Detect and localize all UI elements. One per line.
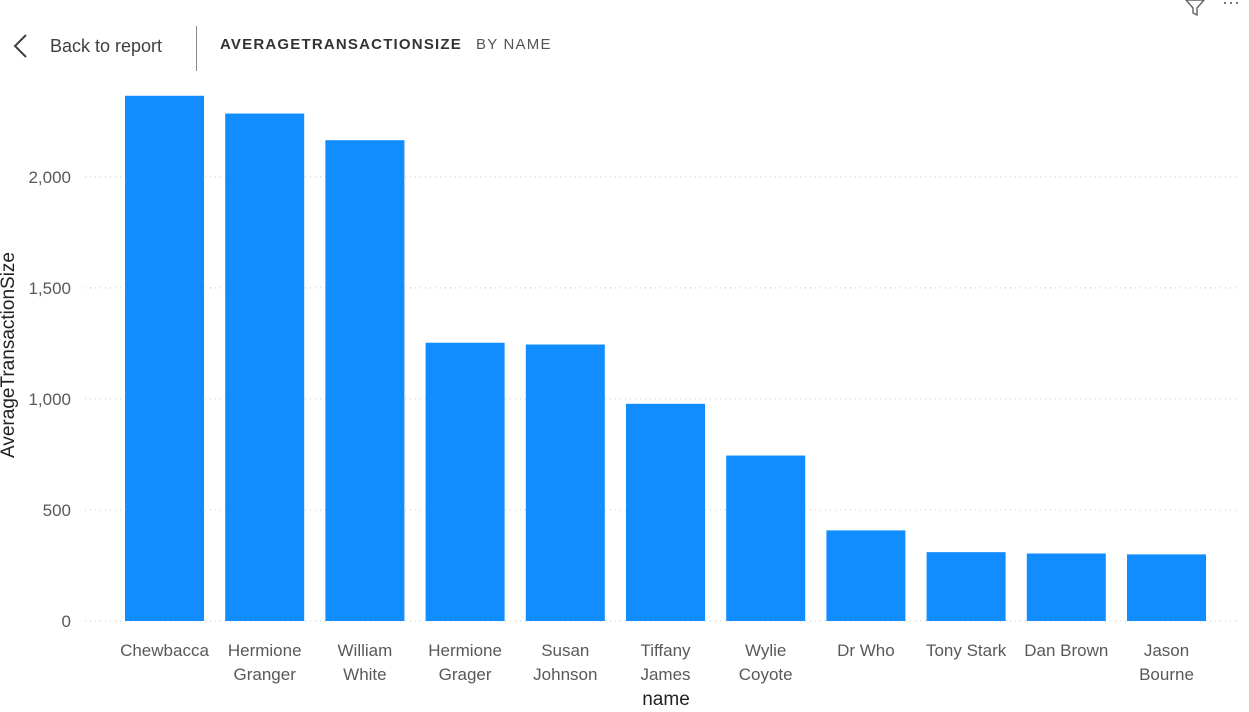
back-to-report-label: Back to report [50,35,163,56]
x-tick-label: Hermione Grager [428,641,502,684]
bar[interactable] [826,530,906,621]
bar[interactable] [1127,554,1206,621]
x-axis-title: name [642,689,690,710]
bar[interactable] [125,95,204,621]
y-tick-label: 1,500 [28,279,71,298]
more-options-icon[interactable]: ··· [1222,0,1240,12]
x-tick-label: Wylie Coyote [739,641,793,684]
filter-icon[interactable] [1184,0,1206,16]
x-tick-label: Susan Johnson [533,641,597,684]
y-tick-label: 1,000 [28,390,71,409]
bar[interactable] [926,552,1006,621]
visual-title: AVERAGETRANSACTIONSIZE [220,36,462,53]
header-divider [196,26,197,71]
bar[interactable] [425,342,505,621]
y-tick-label: 2,000 [28,168,71,187]
y-axis-title: AverageTransactionSize [0,252,19,458]
x-axis-ticks: Chewbacca Hermione Granger William White Herm… [120,641,1194,684]
bar[interactable] [525,344,605,621]
x-tick-label: Dan Brown [1024,641,1108,660]
bar[interactable] [626,403,705,621]
y-tick-label: 500 [43,501,71,520]
bar[interactable] [726,455,806,621]
bar[interactable] [325,140,405,622]
bar[interactable] [1026,553,1106,621]
visual-header: Back to report AVERAGETRANSACTIONSIZE BY… [0,0,1249,80]
y-axis-ticks: 0 500 1,000 1,500 2,000 [28,168,71,631]
bars [125,95,1206,622]
x-tick-label: Jason Bourne [1139,641,1194,684]
x-tick-label: Hermione Granger [228,641,302,684]
x-tick-label: Dr Who [837,641,895,660]
x-tick-label: Tony Stark [926,641,1007,660]
y-tick-label: 0 [62,612,71,631]
x-tick-label: William White [338,641,393,684]
chevron-left-icon [13,34,27,58]
x-tick-label: Chewbacca [120,641,209,660]
back-to-report-button[interactable]: Back to report [10,28,162,64]
visual-subtitle: BY NAME [476,36,552,53]
bar[interactable] [225,113,305,621]
x-tick-label: Tiffany James [640,641,691,684]
